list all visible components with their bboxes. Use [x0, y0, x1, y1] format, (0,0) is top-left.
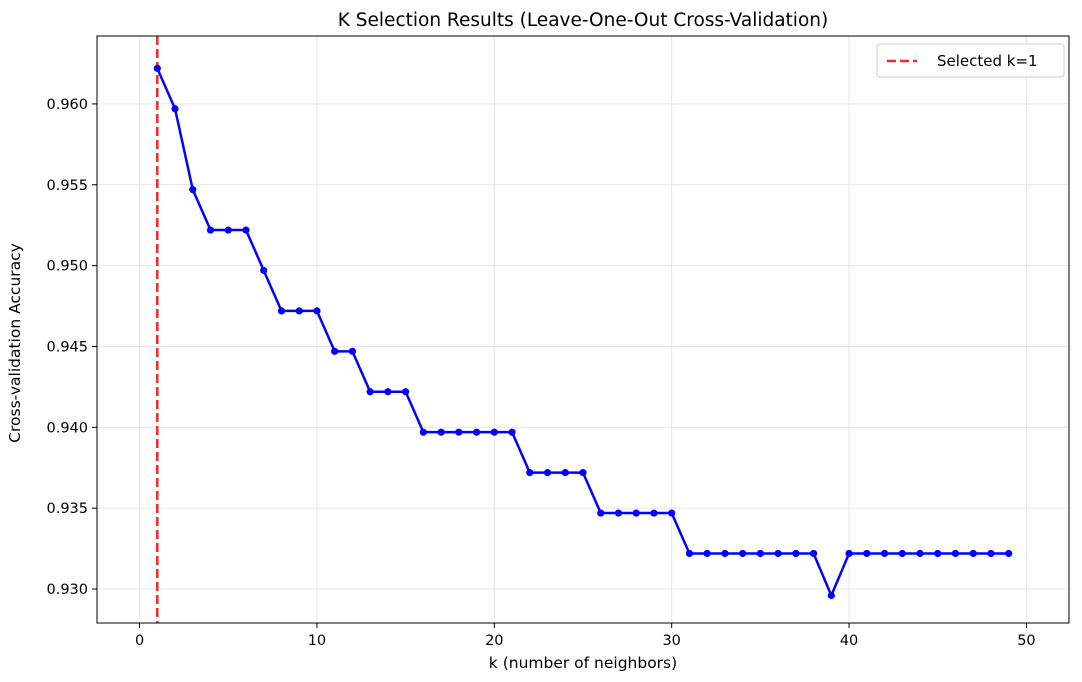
data-point [206, 226, 215, 234]
data-point [366, 388, 374, 396]
data-point [437, 428, 445, 436]
data-point [739, 549, 747, 558]
data-point [951, 549, 960, 558]
data-point [455, 428, 463, 436]
grid [97, 36, 1069, 623]
data-point [295, 307, 303, 315]
data-point [703, 549, 711, 558]
data-point [774, 549, 782, 558]
data-point [242, 226, 250, 234]
data-point [632, 509, 640, 517]
data-point [543, 469, 552, 477]
data-point [579, 469, 587, 477]
data-point [331, 347, 339, 355]
data-point [863, 549, 871, 558]
data-point [668, 509, 676, 517]
data-point [348, 347, 357, 355]
y-tick-label: 0.950 [46, 259, 88, 275]
legend: Selected k=1 [876, 43, 1065, 78]
data-point [880, 549, 889, 558]
data-point [1005, 549, 1013, 558]
y-ticks: 0.930 0.935 0.940 0.945 0.950 0.955 0.960 [46, 97, 97, 598]
data-point [224, 226, 232, 234]
data-point [153, 64, 161, 72]
data-point [419, 428, 427, 436]
data-point [472, 428, 481, 436]
y-tick-label: 0.945 [46, 339, 88, 355]
data-point [792, 549, 800, 558]
x-tick-label: 50 [1017, 633, 1035, 649]
data-point [934, 549, 942, 558]
data-point [561, 469, 569, 477]
data-point [597, 509, 605, 517]
x-tick-label: 10 [308, 633, 326, 649]
x-ticks: 0 10 20 30 40 50 [135, 623, 1036, 649]
x-axis-label: k (number of neighbors) [489, 654, 677, 672]
x-tick-label: 30 [662, 633, 680, 649]
data-point [277, 307, 286, 315]
data-point [987, 549, 995, 558]
data-point [756, 549, 764, 558]
x-tick-label: 20 [485, 633, 503, 649]
y-tick-label: 0.930 [46, 582, 88, 598]
data-point [313, 307, 321, 315]
data-point [508, 428, 516, 436]
data-point [614, 509, 623, 517]
data-point [650, 509, 658, 517]
data-point [526, 469, 534, 477]
x-tick-label: 0 [135, 633, 144, 649]
legend-label-selected: Selected k=1 [937, 52, 1038, 70]
y-tick-label: 0.960 [46, 97, 88, 113]
data-point [969, 549, 977, 558]
x-tick-label: 40 [840, 633, 858, 649]
y-axis-label: Cross-validation Accuracy [6, 243, 24, 443]
data-point [384, 388, 392, 396]
data-point [402, 388, 410, 396]
data-point [189, 186, 197, 194]
y-tick-label: 0.935 [46, 501, 88, 517]
data-point [171, 105, 179, 113]
series-layer [153, 64, 1013, 600]
data-point [845, 549, 853, 558]
data-point [721, 549, 729, 558]
data-point [490, 428, 498, 436]
legend-box [876, 43, 1065, 78]
data-point [827, 591, 835, 600]
plot-frame [96, 35, 1070, 624]
data-point [809, 549, 818, 558]
data-point [916, 549, 924, 558]
data-point [260, 266, 268, 275]
y-tick-label: 0.940 [46, 420, 88, 436]
chart-title: K Selection Results (Leave-One-Out Cross… [338, 10, 828, 31]
data-point [685, 549, 694, 558]
y-tick-label: 0.955 [46, 178, 88, 194]
data-point [898, 549, 906, 558]
